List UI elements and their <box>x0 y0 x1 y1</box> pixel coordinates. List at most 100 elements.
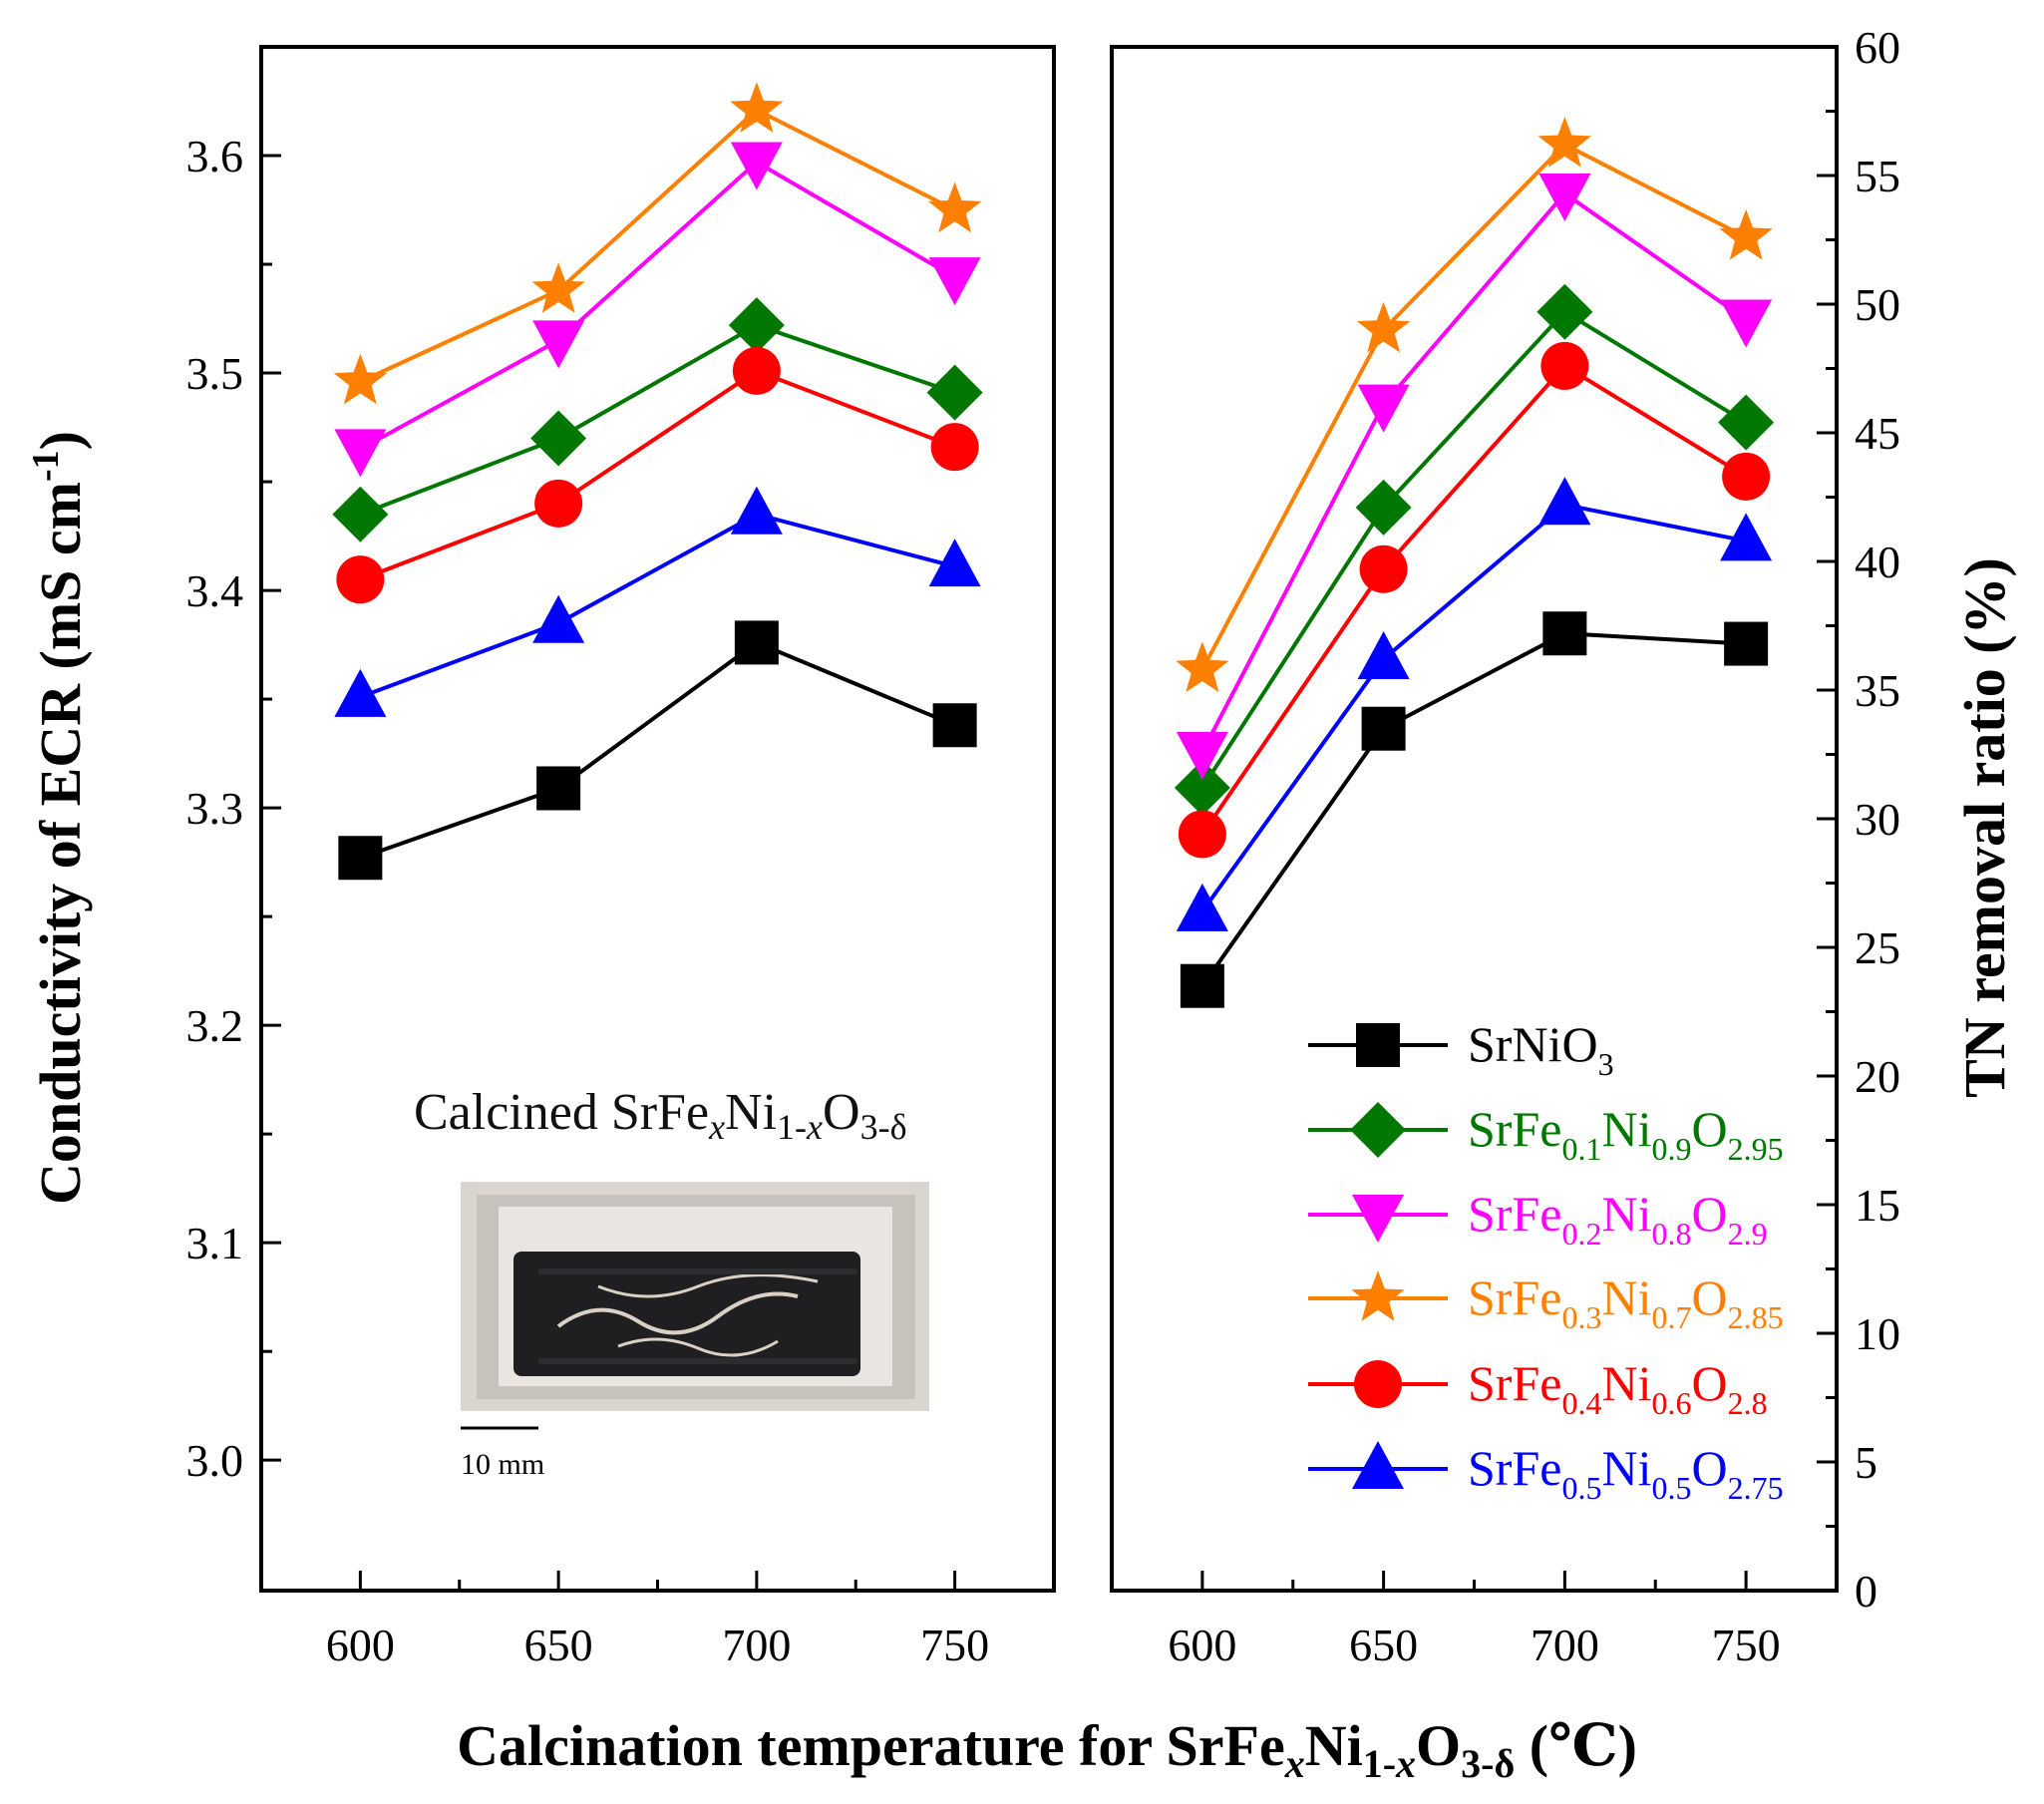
left-y-axis-title: Conductivity of ECR (mS cm-1) <box>25 431 93 1205</box>
right-y-tick-label: 45 <box>1855 408 1900 459</box>
left-data-point-fe01 <box>332 486 389 542</box>
right-series-line-fe05 <box>1200 503 1747 913</box>
inset-group: Calcined SrFexNi1-xO3-δ 10 mm <box>414 1084 929 1481</box>
right-data-point-fe04 <box>1178 810 1226 859</box>
right-y-tick-label: 30 <box>1855 794 1900 845</box>
right-y-tick-label: 25 <box>1855 922 1900 973</box>
right-data-point-fe03 <box>1537 117 1591 168</box>
right-series-group <box>1174 117 1775 1008</box>
right-data-point-fe04 <box>1359 544 1408 593</box>
left-y-tick-label: 3.2 <box>186 1000 244 1051</box>
left-data-point-fe04 <box>336 555 385 604</box>
right-data-point-fe01 <box>1355 479 1412 536</box>
left-x-tick-label: 750 <box>920 1620 989 1670</box>
right-data-point-fe05 <box>1357 631 1410 680</box>
right-y-tick-label: 50 <box>1855 279 1900 330</box>
left-series-line-fe03 <box>359 107 956 384</box>
left-data-point-fe04 <box>732 346 781 395</box>
right-y-tick-label: 0 <box>1855 1566 1877 1617</box>
legend-marker-srnio3 <box>1356 1023 1400 1067</box>
left-series-group <box>332 82 983 881</box>
left-data-point-fe04 <box>534 479 583 528</box>
legend-label-fe05: SrFe0.5Ni0.5O2.75 <box>1468 1440 1784 1506</box>
left-data-point-fe05 <box>928 539 981 587</box>
legend-label-fe02: SrFe0.2Ni0.8O2.9 <box>1468 1186 1768 1252</box>
right-data-point-fe01 <box>1718 394 1775 451</box>
right-series-line-fe01 <box>1200 309 1748 790</box>
legend-marker-fe02 <box>1352 1195 1404 1243</box>
inset-title: Calcined SrFexNi1-xO3-δ <box>414 1084 907 1147</box>
legend-label-fe04: SrFe0.4Ni0.6O2.8 <box>1468 1355 1768 1421</box>
legend-marker-fe04 <box>1354 1360 1402 1408</box>
right-x-tick-label: 650 <box>1349 1620 1418 1670</box>
right-data-point-srnio3 <box>1724 621 1769 666</box>
left-data-point-srnio3 <box>536 766 581 811</box>
left-axis-ticks: 600 650 700 750 3.0 3.1 3.2 3.3 3.4 3.5 3.6 <box>186 131 990 1670</box>
right-data-point-srnio3 <box>1361 706 1406 751</box>
left-data-point-fe03 <box>531 262 585 313</box>
right-series-line-fe04 <box>1200 363 1748 836</box>
left-data-point-fe03 <box>333 353 387 405</box>
left-series-line-fe01 <box>359 322 956 517</box>
right-y-axis-title: TN removal ratio (%) <box>1952 557 2017 1098</box>
right-data-point-fe05 <box>1538 477 1591 526</box>
right-data-point-fe04 <box>1722 452 1771 501</box>
left-data-point-fe03 <box>730 82 784 133</box>
left-series-line-srnio3 <box>359 640 956 861</box>
right-y-tick-label: 10 <box>1855 1308 1900 1359</box>
left-x-tick-label: 700 <box>722 1620 791 1670</box>
left-data-point-fe02 <box>532 320 585 369</box>
right-series-line-fe02 <box>1200 190 1748 753</box>
legend-marker-fe03 <box>1351 1270 1405 1321</box>
legend-item-fe05: SrFe0.5Ni0.5O2.75 <box>1308 1440 1784 1506</box>
right-data-point-fe02 <box>1720 299 1773 348</box>
right-y-tick-label: 55 <box>1855 151 1900 201</box>
right-data-point-fe03 <box>1357 301 1411 353</box>
right-data-point-fe02 <box>1538 174 1591 222</box>
right-y-tick-label: 20 <box>1855 1051 1900 1102</box>
right-data-point-srnio3 <box>1180 963 1224 1008</box>
right-data-point-fe05 <box>1176 883 1228 931</box>
left-data-point-fe02 <box>334 429 387 478</box>
left-data-point-srnio3 <box>734 620 779 665</box>
right-x-tick-label: 600 <box>1168 1620 1236 1670</box>
right-series-line-fe03 <box>1200 142 1748 671</box>
left-data-point-fe04 <box>930 423 979 472</box>
x-axis-title: Calcination temperature for SrFexNi1-xO3… <box>457 1713 1637 1786</box>
left-y-tick-label: 3.5 <box>186 348 244 399</box>
right-data-point-fe01 <box>1174 760 1230 817</box>
right-data-point-fe04 <box>1540 341 1589 390</box>
right-series-line-srnio3 <box>1200 631 1747 987</box>
left-data-point-fe05 <box>532 594 585 643</box>
left-y-tick-label: 3.0 <box>186 1435 244 1486</box>
left-y-tick-label: 3.3 <box>186 783 244 834</box>
legend-label-fe01: SrFe0.1Ni0.9O2.95 <box>1468 1101 1784 1167</box>
legend-item-fe01: SrFe0.1Ni0.9O2.95 <box>1308 1101 1784 1167</box>
legend: SrNiO3 SrFe0.1Ni0.9O2.95 SrFe0.2Ni0.8O2.9 S… <box>1308 1016 1784 1506</box>
right-data-point-fe05 <box>1720 513 1773 561</box>
legend-marker-fe05 <box>1352 1441 1404 1489</box>
legend-item-fe02: SrFe0.2Ni0.8O2.9 <box>1308 1186 1768 1252</box>
left-data-point-fe02 <box>730 142 783 190</box>
scale-bar-label: 10 mm <box>461 1448 544 1481</box>
left-x-tick-label: 650 <box>524 1620 593 1670</box>
right-axis-ticks: 600 650 700 750 0 5 10 15 20 25 30 35 40 45 50 55 60 <box>1168 22 1900 1670</box>
right-y-tick-label: 40 <box>1855 537 1900 587</box>
left-data-point-fe01 <box>530 410 587 467</box>
left-data-point-fe02 <box>928 257 981 306</box>
left-data-point-fe01 <box>926 364 983 421</box>
left-y-tick-label: 3.6 <box>186 131 244 181</box>
right-data-point-fe02 <box>1357 384 1410 433</box>
right-data-point-fe01 <box>1536 283 1593 340</box>
right-y-tick-label: 60 <box>1855 22 1900 73</box>
left-series-line-fe02 <box>359 160 956 452</box>
legend-label-fe03: SrFe0.3Ni0.7O2.85 <box>1468 1269 1784 1335</box>
left-data-point-fe03 <box>928 181 982 233</box>
left-series-line-fe04 <box>359 368 956 582</box>
left-y-tick-label: 3.1 <box>186 1218 244 1268</box>
right-data-point-fe03 <box>1719 208 1773 260</box>
legend-label-srnio3: SrNiO3 <box>1468 1016 1614 1082</box>
left-y-tick-label: 3.4 <box>186 565 244 616</box>
right-data-point-srnio3 <box>1542 611 1587 656</box>
